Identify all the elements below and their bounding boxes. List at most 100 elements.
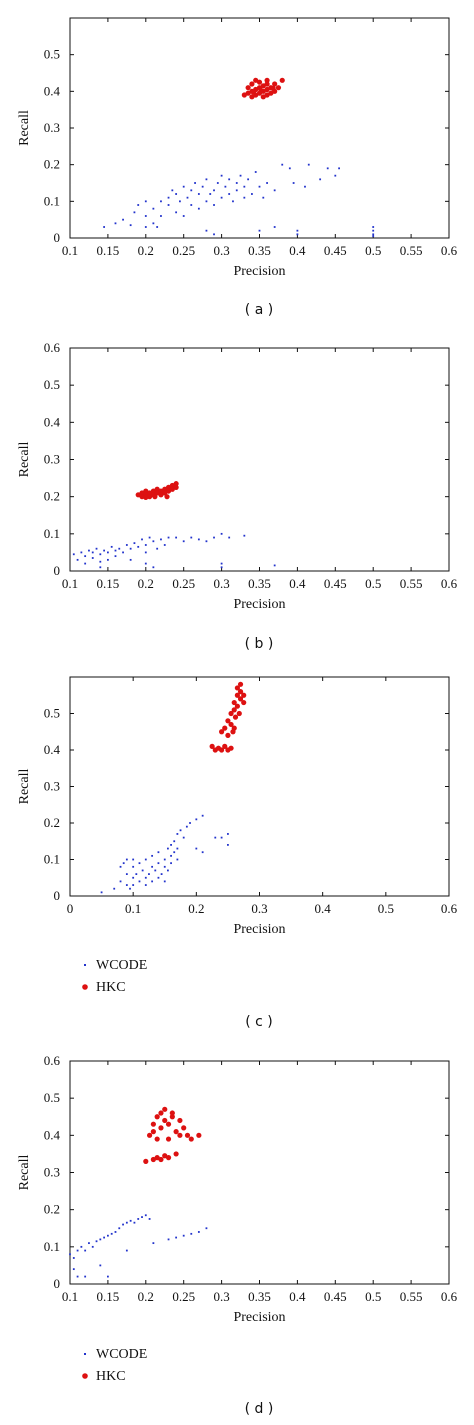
wcode-point — [228, 536, 231, 539]
wcode-point — [144, 200, 147, 203]
legend-label-hkc: HKC — [96, 980, 126, 995]
wcode-point — [173, 840, 176, 843]
plot-frame — [69, 17, 450, 239]
x-tick-label: 0.1 — [62, 243, 78, 258]
x-tick-label: 0.1 — [62, 576, 78, 591]
wcode-point — [141, 538, 143, 541]
wcode-point — [122, 1223, 124, 1226]
wcode-point — [176, 847, 179, 850]
wcode-point — [148, 1218, 151, 1220]
wcode-point — [133, 542, 136, 545]
y-tick-label: 0.4 — [44, 742, 61, 757]
chart-panel-c: 0 0.1 0.2 0.3 0.4 0.5 0.6 0 0.1 0.2 0.3 0.4 0.5 Preci… — [17, 676, 458, 1030]
wcode-point — [273, 226, 276, 228]
wcode-point — [213, 189, 215, 192]
wcode-point — [239, 174, 242, 177]
panel-caption: ( c ) — [245, 1014, 273, 1030]
x-tick-label: 0.3 — [213, 576, 229, 591]
y-tick-label: 0.1 — [44, 852, 60, 867]
wcode-point — [151, 880, 154, 883]
wcode-point — [220, 562, 223, 565]
wcode-point — [110, 545, 113, 548]
wcode-point — [152, 540, 155, 543]
y-tick-label: 0 — [54, 1276, 61, 1291]
hkc-point — [173, 481, 179, 487]
wcode-point — [118, 1227, 121, 1230]
hkc-point — [158, 1156, 164, 1163]
wcode-point — [132, 876, 135, 879]
wcode-point — [144, 544, 147, 546]
wcode-point — [160, 215, 162, 217]
wcode-point — [296, 233, 299, 236]
wcode-point — [288, 167, 291, 170]
wcode-point — [213, 536, 215, 539]
wcode-point — [141, 1216, 143, 1218]
wcode-point — [144, 226, 147, 228]
wcode-point — [107, 551, 109, 554]
wcode-point — [319, 178, 322, 181]
hkc-point — [222, 725, 228, 731]
wcode-point — [195, 818, 198, 821]
x-tick-label: 0.25 — [172, 1289, 195, 1304]
x-tick-label: 0.2 — [138, 1289, 154, 1304]
hkc-point — [228, 710, 234, 717]
hkc-point — [143, 494, 149, 501]
wcode-point — [72, 1257, 75, 1259]
hkc-point — [258, 88, 264, 94]
wcode-point — [173, 851, 176, 854]
wcode-point — [133, 1221, 136, 1224]
wcode-point — [129, 547, 132, 550]
y-tick-label: 0.2 — [44, 489, 60, 504]
hkc-point — [253, 77, 259, 83]
wcode-point — [154, 869, 157, 872]
hkc-point — [231, 707, 237, 713]
wcode-point — [137, 545, 140, 548]
wcode-point — [190, 189, 193, 192]
wcode-point — [190, 1232, 193, 1235]
wcode-point — [273, 564, 276, 567]
wcode-point — [138, 880, 141, 883]
wcode-point — [247, 178, 250, 181]
wcode-point — [372, 226, 375, 228]
panel-caption: ( a ) — [245, 302, 273, 318]
legend-label-hkc: HKC — [96, 1369, 126, 1384]
wcode-point — [213, 233, 215, 236]
wcode-point — [88, 549, 90, 552]
hkc-point — [184, 1132, 191, 1138]
x-tick-label: 0.5 — [378, 901, 394, 916]
y-tick-label: 0.2 — [44, 1202, 60, 1217]
wcode-point — [281, 163, 284, 166]
wcode-point — [144, 858, 147, 861]
wcode-point — [232, 200, 234, 203]
series-wcode — [103, 163, 375, 238]
wcode-point — [243, 534, 246, 537]
wcode-point — [307, 163, 310, 166]
legend-label-wcode: WCODE — [96, 958, 147, 973]
wcode-point — [137, 1218, 140, 1220]
x-tick-label: 0.45 — [324, 243, 347, 258]
hkc-point — [181, 1125, 187, 1131]
wcode-point — [119, 880, 122, 883]
wcode-point — [235, 189, 238, 192]
wcode-point — [99, 553, 102, 556]
wcode-point — [163, 544, 166, 546]
series-hkc — [143, 1106, 202, 1164]
legend: WCODE HKC — [82, 1347, 147, 1384]
wcode-point — [152, 566, 155, 569]
y-tick-label: 0.3 — [44, 452, 60, 467]
hkc-point — [154, 1136, 160, 1142]
wcode-point — [209, 193, 212, 195]
wcode-point — [228, 178, 231, 181]
hkc-point — [173, 1151, 179, 1157]
wcode-point — [125, 1221, 128, 1224]
wcode-point — [201, 185, 204, 188]
hkc-point — [150, 1121, 156, 1127]
x-tick-label: 0.4 — [289, 243, 306, 258]
wcode-point — [118, 547, 121, 550]
hkc-point — [188, 1136, 194, 1142]
hkc-point — [241, 692, 247, 698]
wcode-point — [338, 167, 340, 170]
y-tick-label: 0.3 — [44, 1165, 60, 1180]
wcode-point — [129, 887, 131, 890]
